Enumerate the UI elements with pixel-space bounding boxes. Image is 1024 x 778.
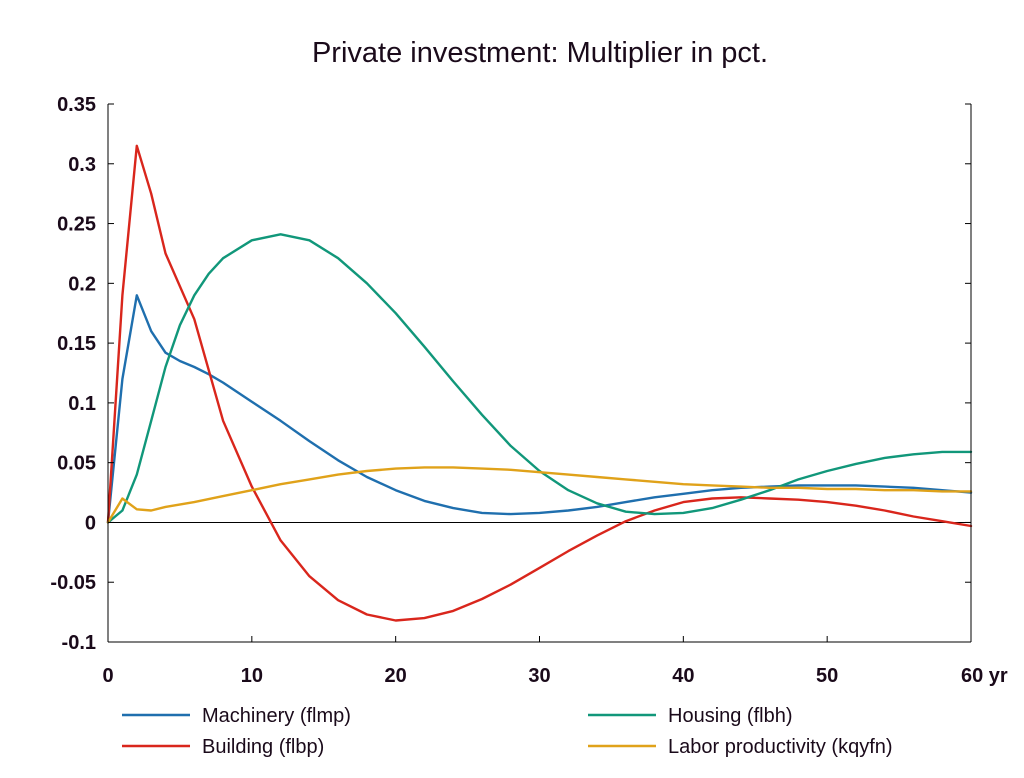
x-tick-label: 10 (241, 665, 263, 687)
x-tick-label: 40 (672, 665, 694, 687)
series-line-2 (106, 233, 973, 524)
x-tick-label: 0 (102, 665, 113, 687)
legend-label: Labor productivity (kqyfn) (668, 736, 893, 758)
y-tick-label: -0.1 (62, 632, 96, 654)
y-tick-label: 0.2 (68, 273, 96, 295)
chart-title: Private investment: Multiplier in pct. (312, 37, 768, 69)
series-line-1 (106, 144, 973, 622)
series-line-3 (106, 466, 973, 524)
legend-label: Machinery (flmp) (202, 705, 351, 727)
y-tick-label: 0.05 (57, 453, 96, 475)
y-tick-label: -0.05 (50, 572, 96, 594)
legend-label: Building (flbp) (202, 736, 324, 758)
x-tick-label: 30 (528, 665, 550, 687)
y-tick-label: 0.35 (57, 94, 96, 116)
x-tick-label: 60 yr (961, 665, 1008, 687)
y-tick-label: 0.1 (68, 393, 96, 415)
y-tick-label: 0.25 (57, 214, 96, 236)
series-line-0 (106, 294, 973, 524)
x-tick-label: 20 (385, 665, 407, 687)
y-tick-label: 0.3 (68, 154, 96, 176)
x-tick-label: 50 (816, 665, 838, 687)
y-tick-label: 0 (85, 512, 96, 534)
legend-label: Housing (flbh) (668, 705, 793, 727)
y-tick-label: 0.15 (57, 333, 96, 355)
